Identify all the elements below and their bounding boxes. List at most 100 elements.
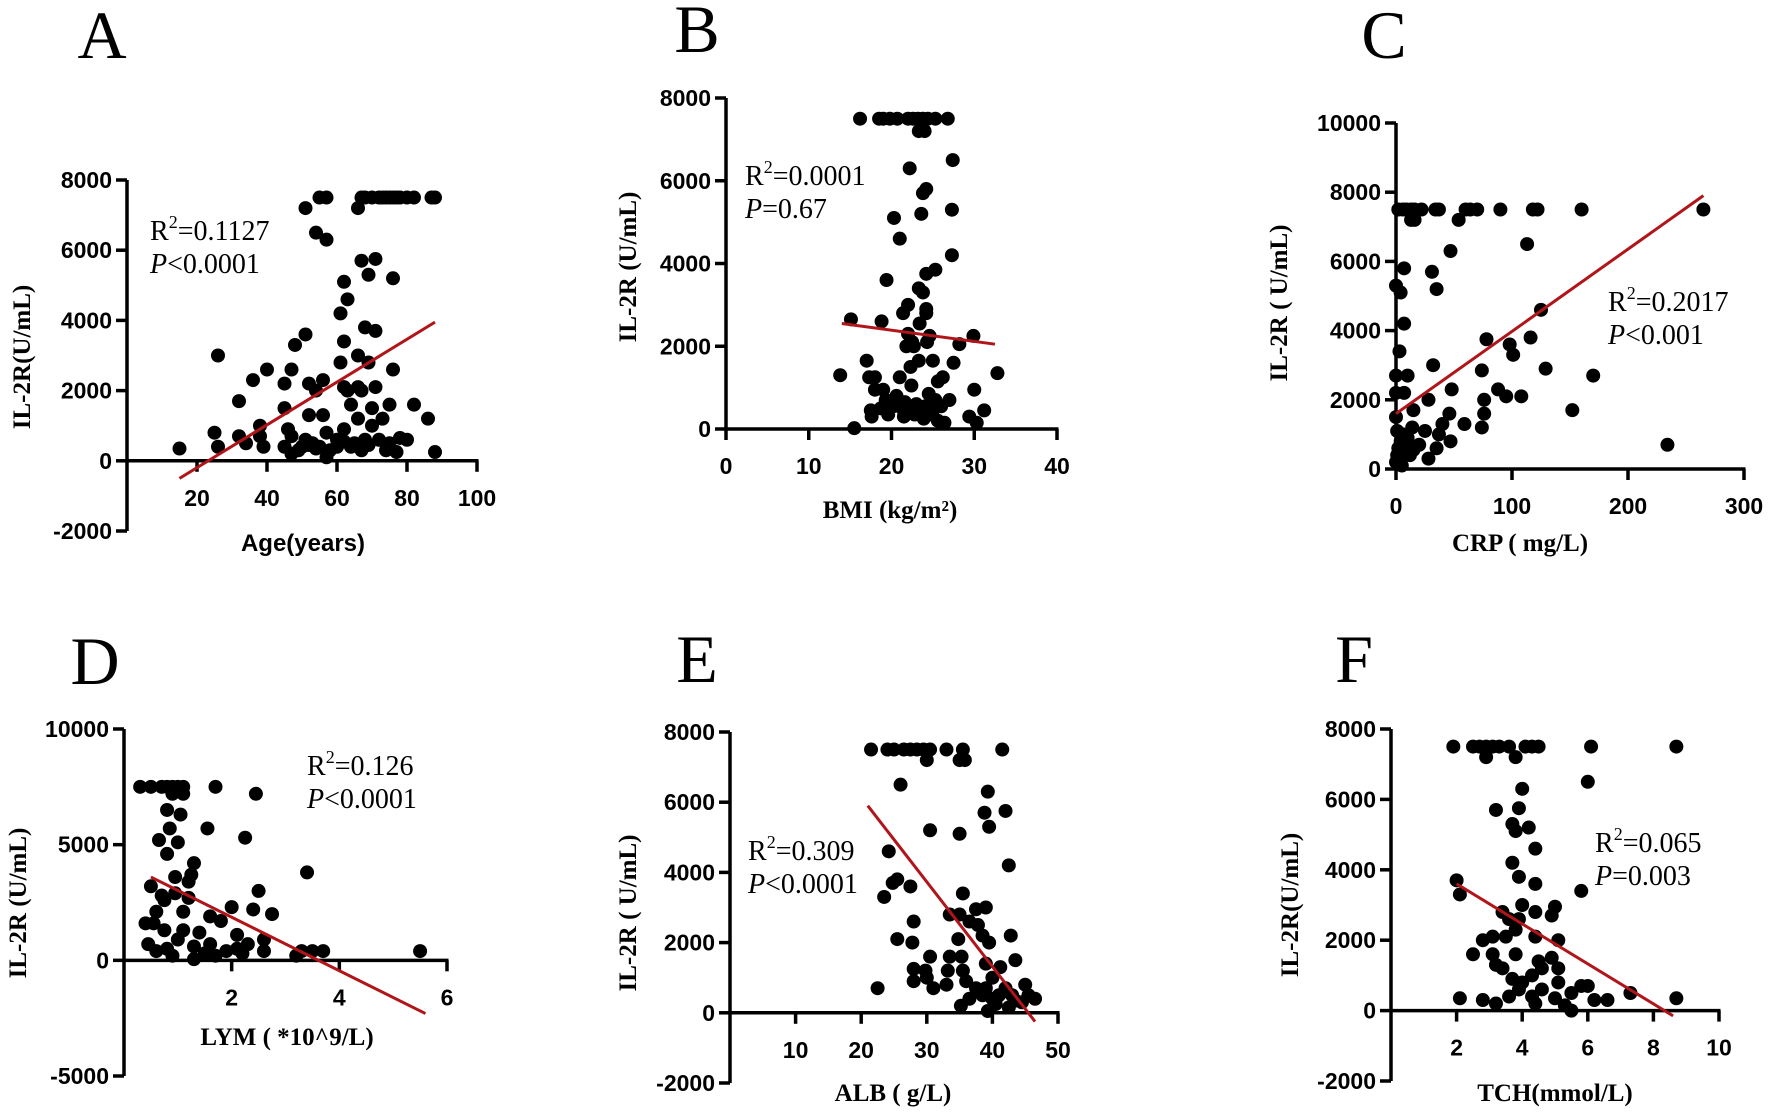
panel-letter: E [676,621,718,697]
data-point [143,879,158,894]
data-point [1515,781,1530,796]
data-point [954,949,969,964]
data-point [1551,961,1566,976]
r-squared-symbol: R [1608,287,1627,318]
data-point [133,779,148,794]
data-point [982,819,997,834]
data-point [864,409,879,424]
data-point [235,946,250,961]
data-point [413,944,428,959]
data-point [1446,739,1461,754]
y-tick-label: 10000 [1317,110,1381,136]
x-tick-label: 40 [980,1037,1006,1063]
data-point [256,439,271,454]
data-point [288,337,302,352]
r-squared-exponent: 2 [169,212,178,232]
data-point [157,893,172,908]
data-point [203,909,218,924]
data-point [361,438,376,453]
data-point [1584,739,1599,754]
r-squared-value: =0.1127 [178,216,270,247]
data-point [309,441,323,456]
data-point [361,267,376,282]
data-point [937,415,952,430]
data-point [200,821,215,836]
data-point [1443,434,1458,449]
data-point [1477,392,1492,407]
data-point [230,927,245,942]
data-point [1502,912,1517,927]
x-tick-label: 10 [783,1037,809,1063]
data-point [887,742,901,757]
data-point [251,883,266,898]
r-squared-symbol: R [307,751,326,782]
data-point [368,323,383,338]
x-tick-label: 8 [1647,1035,1660,1061]
y-tick-label: 10000 [45,716,109,742]
data-point [940,963,955,978]
data-point [1400,368,1415,383]
data-point [186,952,201,967]
y-tick-label: -2000 [1317,1068,1376,1094]
data-point [944,202,959,217]
data-point [168,870,183,885]
y-tick-label: 8000 [664,719,715,745]
data-point [1580,978,1595,993]
data-point [893,777,908,792]
x-tick-label: 100 [1493,493,1531,519]
data-point [967,382,982,397]
data-point [906,974,921,989]
data-point [344,397,358,412]
data-point [173,807,188,822]
data-point [1414,202,1429,217]
regression-line [178,320,436,480]
data-point [886,210,901,225]
data-point [1479,750,1494,765]
data-point [847,421,862,436]
data-point [1421,451,1436,466]
data-point [890,932,905,947]
r-squared-annotation: R2=0.309 [748,832,854,867]
r-squared-value: =0.126 [335,751,414,782]
r-squared-exponent: 2 [326,747,335,767]
y-tick-label: 4000 [660,251,711,277]
data-point [925,353,940,368]
regression-line [1395,194,1705,415]
regression-line [150,875,427,1015]
data-point [1018,977,1033,992]
data-point [942,949,957,964]
data-point [1001,1000,1016,1015]
y-tick-label: 0 [1368,456,1381,482]
data-point [1534,982,1549,997]
data-point [316,373,330,388]
data-point [833,368,848,383]
data-point [1488,996,1503,1011]
data-point [211,439,225,454]
data-point [1564,1003,1579,1018]
p-value: <0.0001 [765,869,858,900]
data-point [300,865,315,880]
data-point [393,430,407,445]
r-squared-annotation: R2=0.0001 [745,157,865,192]
data-point [944,248,959,263]
data-point [1477,406,1492,421]
data-point [1443,244,1458,259]
r-squared-value: =0.309 [776,836,855,867]
data-point [1574,202,1589,217]
data-point [298,201,313,216]
y-tick-label: 5000 [58,832,109,858]
data-point [1660,437,1675,452]
data-point [1511,869,1526,884]
data-point [407,190,421,205]
data-point [914,206,929,221]
data-point [1544,908,1559,923]
data-point [260,362,274,377]
data-point [372,432,386,447]
x-axis-label: CRP ( mg/L) [1452,530,1588,557]
data-point [170,835,185,850]
data-point [1508,922,1523,937]
data-point [1534,961,1549,976]
p-symbol: P [747,869,765,900]
data-point [340,383,355,398]
data-point [428,190,442,205]
